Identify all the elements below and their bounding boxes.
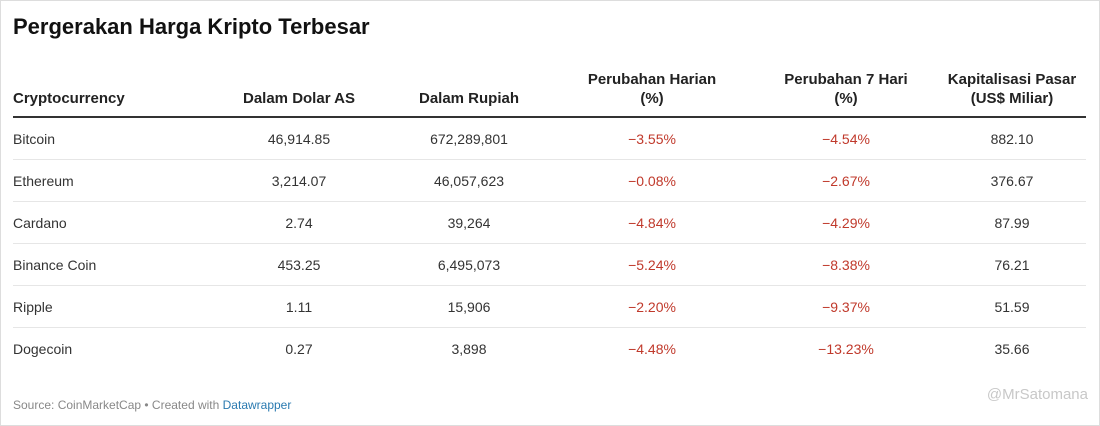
column-header: Cryptocurrency bbox=[13, 70, 210, 118]
table-cell: −3.55% bbox=[550, 117, 754, 160]
table-cell: 1.11 bbox=[210, 285, 388, 328]
table-cell: 35.66 bbox=[994, 340, 1030, 357]
table-cell: Ripple bbox=[13, 285, 210, 328]
table-cell: 6,495,073 bbox=[388, 243, 550, 286]
table-cell: −4.54% bbox=[754, 117, 938, 160]
table-row: Cardano 2.74 39,264 −4.84% −4.29% 87.99 bbox=[13, 201, 1086, 244]
table-cell: 453.25 bbox=[210, 243, 388, 286]
table-cell: 0.27 bbox=[285, 340, 313, 357]
table-cell: −13.23% bbox=[818, 340, 874, 357]
table-cell: −9.37% bbox=[754, 285, 938, 328]
footer: Source: CoinMarketCap • Created with Dat… bbox=[13, 398, 291, 412]
header-row: Cryptocurrency Dalam Dolar AS Dalam Rupiah… bbox=[13, 70, 1086, 118]
table-cell: 2.74 bbox=[210, 201, 388, 244]
column-header: Perubahan 7 Hari (%) bbox=[754, 70, 938, 118]
table-cell: 3,898 bbox=[451, 340, 487, 357]
table-cell: −4.29% bbox=[754, 201, 938, 244]
table-cell: Cardano bbox=[13, 201, 210, 244]
column-header: Dalam Rupiah bbox=[388, 70, 550, 118]
table-row: Bitcoin 46,914.85 672,289,801 −3.55% −4.54% 8… bbox=[13, 117, 1086, 160]
table-cell: Bitcoin bbox=[13, 117, 210, 160]
table-cell: 76.21 bbox=[938, 243, 1086, 286]
table-row: Binance Coin 453.25 6,495,073 −5.24% −8.38% 7… bbox=[13, 243, 1086, 286]
table-cell: 376.67 bbox=[938, 159, 1086, 202]
table-row: Dogecoin 0.27 3,898 −4.48% −13.23% 35.66 bbox=[13, 328, 1086, 370]
table-cell: 3,214.07 bbox=[210, 159, 388, 202]
table-cell: −2.20% bbox=[550, 285, 754, 328]
table-cell: −2.67% bbox=[754, 159, 938, 202]
table-cell: 882.10 bbox=[938, 117, 1086, 160]
table-cell: −4.84% bbox=[550, 201, 754, 244]
table-cell: 46,057,623 bbox=[388, 159, 550, 202]
table-cell: 672,289,801 bbox=[388, 117, 550, 160]
watermark: @MrSatomana bbox=[986, 386, 1088, 403]
table-cell: −4.48% bbox=[628, 340, 676, 357]
data-table: Cryptocurrency Dalam Dolar AS Dalam Rupiah… bbox=[13, 70, 1086, 369]
column-header: Perubahan Harian (%) bbox=[550, 70, 754, 118]
table-cell: 51.59 bbox=[938, 285, 1086, 328]
table-cell: −0.08% bbox=[550, 159, 754, 202]
table-row: Ripple 1.11 15,906 −2.20% −9.37% 51.59 bbox=[13, 285, 1086, 328]
table-cell: 46,914.85 bbox=[210, 117, 388, 160]
table-cell: 15,906 bbox=[388, 285, 550, 328]
table-cell: Dogecoin bbox=[13, 340, 73, 357]
datawrapper-link[interactable]: Datawrapper bbox=[222, 398, 292, 412]
column-header: Kapitalisasi Pasar (US$ Miliar) bbox=[938, 70, 1086, 118]
table-row: Ethereum 3,214.07 46,057,623 −0.08% −2.67% 37… bbox=[13, 159, 1086, 202]
source: Source: CoinMarketCap • Created with bbox=[13, 398, 220, 412]
table-cell: Ethereum bbox=[13, 159, 210, 202]
title: Pergerakan Harga Kripto Terbesar bbox=[13, 14, 370, 39]
table-cell: −5.24% bbox=[550, 243, 754, 286]
table-cell: 39,264 bbox=[388, 201, 550, 244]
column-header: Dalam Dolar AS bbox=[210, 70, 388, 118]
table-body: Bitcoin 46,914.85 672,289,801 −3.55% −4.54% 8… bbox=[13, 117, 1086, 369]
table-cell: 87.99 bbox=[938, 201, 1086, 244]
table-cell: −8.38% bbox=[754, 243, 938, 286]
table-cell: Binance Coin bbox=[13, 243, 210, 286]
